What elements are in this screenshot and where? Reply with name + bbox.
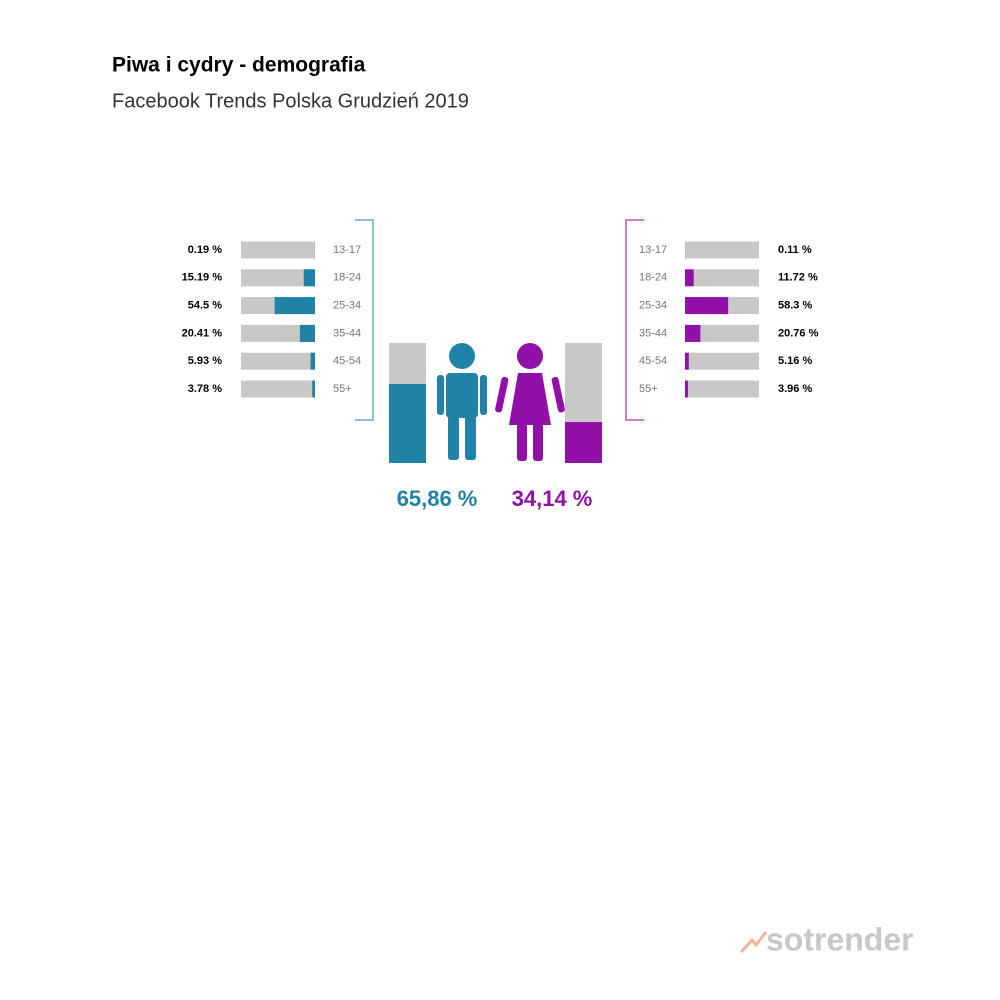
bar [299, 324, 315, 342]
bar-track [241, 269, 315, 287]
age-label: 13-17 [333, 244, 361, 256]
bracket-female [625, 219, 644, 421]
value-label: 15.19 % [182, 272, 223, 284]
value-label: 5.93 % [188, 355, 222, 367]
value-label: 54.5 % [188, 300, 222, 312]
bar [685, 324, 701, 342]
bar-track [685, 380, 759, 398]
age-label: 13-17 [639, 244, 667, 256]
bar [310, 352, 315, 370]
value-label: 3.96 % [778, 383, 812, 395]
value-label: 58.3 % [778, 300, 812, 312]
value-label: 20.76 % [778, 327, 819, 339]
female-icon [495, 343, 565, 461]
bracket-male [355, 219, 374, 421]
gender-bar [565, 422, 602, 463]
age-label: 55+ [333, 383, 352, 395]
gender-bar [389, 383, 426, 463]
gender-value-label: 65,86 % [397, 486, 478, 511]
bar [312, 380, 315, 398]
bar-track [241, 352, 315, 370]
bar-track [241, 324, 315, 342]
value-label: 3.78 % [188, 383, 222, 395]
title: Piwa i cydry - demografia [112, 54, 366, 77]
bar-track [685, 352, 759, 370]
value-label: 20.41 % [182, 327, 223, 339]
male-icon [437, 343, 487, 460]
bar [685, 380, 688, 398]
value-label: 11.72 % [778, 272, 818, 284]
bar-track [241, 380, 315, 398]
subtitle: Facebook Trends Polska Grudzień 2019 [112, 90, 469, 112]
bar-track [685, 269, 759, 287]
age-label: 18-24 [639, 272, 667, 284]
bar [685, 352, 689, 370]
value-label: 0.19 % [188, 244, 222, 256]
logo: sotrender [739, 921, 914, 957]
age-label: 18-24 [333, 272, 361, 284]
gender-value-label: 34,14 % [512, 486, 593, 511]
age-label: 55+ [639, 383, 658, 395]
bar [303, 269, 315, 287]
age-label: 25-34 [333, 300, 361, 312]
value-label: 0.11 % [778, 244, 812, 256]
bar-track [685, 324, 759, 342]
value-label: 5.16 % [778, 355, 812, 367]
age-label: 45-54 [639, 355, 667, 367]
age-label: 35-44 [333, 327, 361, 339]
age-label: 45-54 [333, 355, 361, 367]
age-label: 25-34 [639, 300, 667, 312]
age-label: 35-44 [639, 327, 667, 339]
bar-track [685, 241, 759, 259]
bar [685, 269, 694, 287]
bar [685, 297, 729, 315]
bar [274, 297, 315, 315]
bar-track [241, 241, 315, 259]
logo-text: sotrender [766, 921, 914, 957]
